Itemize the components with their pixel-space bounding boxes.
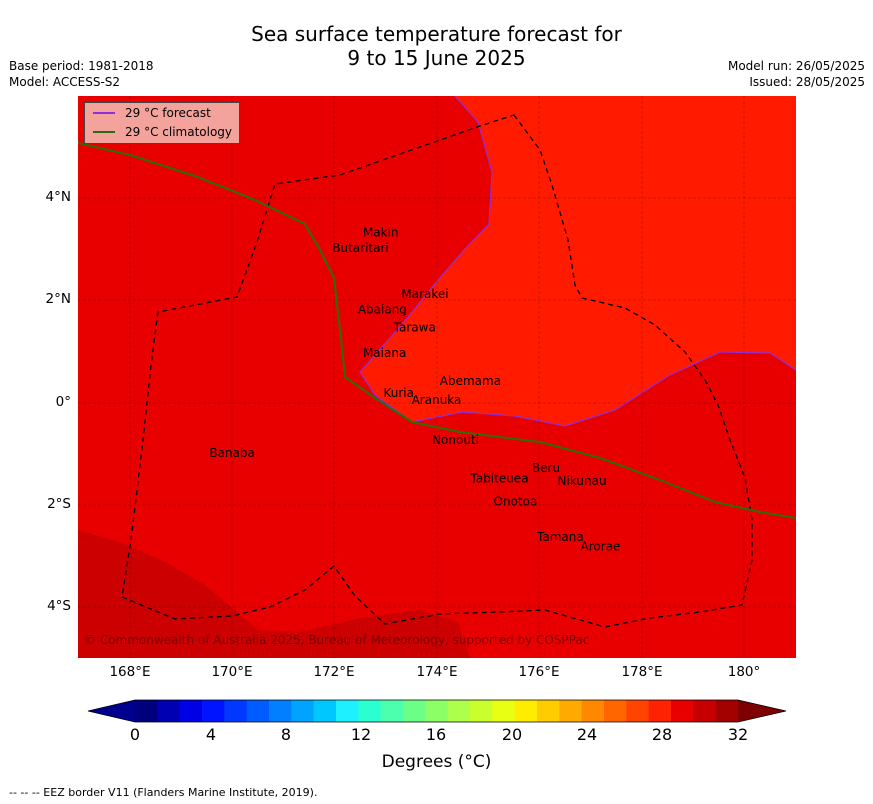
colorbar-bin-0 xyxy=(135,700,158,722)
colorbar-under-extension xyxy=(88,700,135,722)
colorbar-bin-9 xyxy=(336,700,359,722)
cb-tick-4: 4 xyxy=(205,725,217,744)
eez-footnote: -- -- -- EEZ border V11 (Flanders Marine… xyxy=(9,786,318,799)
colorbar-bin-1 xyxy=(157,700,181,722)
colorbar-outline xyxy=(87,699,787,723)
base-period: Base period: 1981-2018 xyxy=(9,59,154,73)
colorbar xyxy=(87,699,787,723)
island-label-abaiang: Abaiang xyxy=(358,302,407,316)
x-tick-176e: 176°E xyxy=(518,664,560,680)
colorbar-bin-4 xyxy=(224,700,248,722)
colorbar-bin-19 xyxy=(559,700,583,722)
colorbar-bin-3 xyxy=(202,700,225,722)
forecast-line-swatch xyxy=(93,112,115,114)
island-label-beru: Beru xyxy=(532,461,560,475)
colorbar-bin-2 xyxy=(179,700,203,722)
climatology-29-contour xyxy=(78,142,796,519)
colorbar-bin-26 xyxy=(715,700,739,722)
colorbar-bin-25 xyxy=(693,700,717,722)
eez-border xyxy=(121,114,753,628)
x-tick-172e: 172°E xyxy=(313,664,355,680)
colorbar-bin-5 xyxy=(246,700,270,722)
island-label-aranuka: Aranuka xyxy=(412,393,462,407)
copyright-notice: © Commonwealth of Australia 2025, Bureau… xyxy=(84,633,589,647)
legend-forecast: 29 °C forecast xyxy=(93,104,211,122)
cb-tick-24: 24 xyxy=(576,725,598,744)
island-label-tarawa: Tarawa xyxy=(393,320,436,334)
x-tick-180: 180° xyxy=(727,664,761,680)
legend-climatology-label: 29 °C climatology xyxy=(125,125,233,139)
island-label-kuria: Kuria xyxy=(383,386,414,400)
legend-climatology: 29 °C climatology xyxy=(93,123,232,141)
colorbar-bin-12 xyxy=(403,700,426,722)
model-info: Base period: 1981-2018 Model: ACCESS-S2 xyxy=(9,58,154,90)
colorbar-bin-14 xyxy=(447,700,471,722)
colorbar-bin-21 xyxy=(604,700,627,722)
forecast-29-contour xyxy=(359,96,796,427)
cb-tick-32: 32 xyxy=(727,725,749,744)
island-label-arorae: Arorae xyxy=(581,539,621,553)
cb-tick-0: 0 xyxy=(129,725,141,744)
cb-tick-8: 8 xyxy=(280,725,292,744)
model-name: Model: ACCESS-S2 xyxy=(9,75,121,89)
chart-title: Sea surface temperature forecast for 9 t… xyxy=(0,22,873,70)
island-label-nonouti: Nonouti xyxy=(432,433,479,447)
colorbar-bin-20 xyxy=(581,700,605,722)
island-label-tabiteuea: Tabiteuea xyxy=(469,471,528,485)
colorbar-bin-16 xyxy=(492,700,516,722)
cb-tick-28: 28 xyxy=(651,725,673,744)
island-label-tamana: Tamana xyxy=(536,530,584,544)
y-tick-2s: 2°S xyxy=(47,496,71,512)
colorbar-bin-24 xyxy=(671,700,694,722)
sst-region-30-31 xyxy=(78,530,470,658)
model-run-date: Model run: 26/05/2025 xyxy=(727,59,865,73)
climatology-line-swatch xyxy=(93,131,115,133)
issued-date: Issued: 28/05/2025 xyxy=(749,75,865,89)
colorbar-bin-8 xyxy=(313,700,337,722)
title-line-1: Sea surface temperature forecast for xyxy=(251,22,622,46)
island-label-butaritari: Butaritari xyxy=(332,241,389,255)
x-tick-170e: 170°E xyxy=(211,664,253,680)
colorbar-bin-6 xyxy=(269,700,292,722)
sst-region-28-29 xyxy=(360,96,796,426)
y-tick-0: 0° xyxy=(55,394,71,410)
island-label-banaba: Banaba xyxy=(209,446,255,460)
colorbar-bin-15 xyxy=(470,700,493,722)
colorbar-bin-18 xyxy=(537,700,560,722)
colorbar-bin-13 xyxy=(425,700,449,722)
island-label-makin: Makin xyxy=(363,226,399,240)
colorbar-bin-11 xyxy=(380,700,404,722)
island-label-abemama: Abemama xyxy=(440,374,501,388)
colorbar-over-extension xyxy=(738,700,786,722)
legend-forecast-label: 29 °C forecast xyxy=(125,106,211,120)
colorbar-bin-23 xyxy=(648,700,672,722)
cb-tick-20: 20 xyxy=(501,725,523,744)
contour-legend: 29 °C forecast 29 °C climatology xyxy=(84,102,240,144)
island-label-nikunau: Nikunau xyxy=(558,474,607,488)
island-label-maiana: Maiana xyxy=(363,346,406,360)
run-info: Model run: 26/05/2025 Issued: 28/05/2025 xyxy=(728,58,865,90)
colorbar-bin-17 xyxy=(514,700,538,722)
title-line-2: 9 to 15 June 2025 xyxy=(347,46,526,70)
island-label-marakei: Marakei xyxy=(401,287,448,301)
x-tick-174e: 174°E xyxy=(416,664,458,680)
y-tick-4s: 4°S xyxy=(47,598,71,614)
cb-tick-16: 16 xyxy=(425,725,447,744)
grid xyxy=(78,96,796,658)
colorbar-bin-22 xyxy=(626,700,650,722)
cb-tick-12: 12 xyxy=(350,725,372,744)
colorbar-bin-7 xyxy=(291,700,315,722)
colorbar-bin-10 xyxy=(358,700,382,722)
island-label-onotoa: Onotoa xyxy=(494,494,538,508)
x-tick-178e: 178°E xyxy=(621,664,663,680)
x-tick-168e: 168°E xyxy=(109,664,151,680)
y-tick-2n: 2°N xyxy=(45,291,71,307)
colorbar-label: Degrees (°C) xyxy=(381,752,492,772)
y-tick-4n: 4°N xyxy=(45,189,71,205)
